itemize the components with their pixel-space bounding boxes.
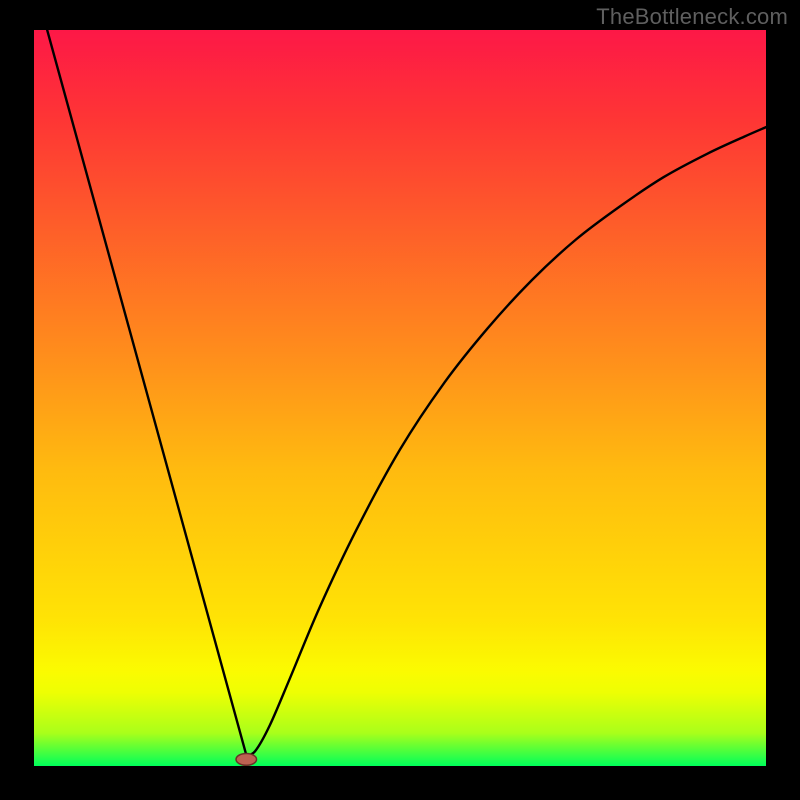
chart-container: TheBottleneck.com	[0, 0, 800, 800]
bottleneck-chart	[0, 0, 800, 800]
plot-area	[34, 30, 766, 766]
optimum-marker	[236, 753, 256, 765]
watermark-text: TheBottleneck.com	[596, 4, 788, 30]
